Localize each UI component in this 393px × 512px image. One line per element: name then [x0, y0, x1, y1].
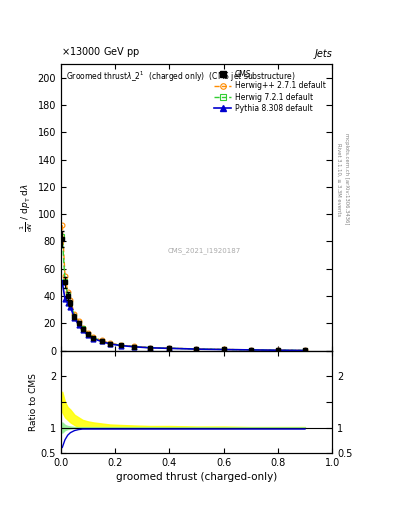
Legend: CMS, Herwig++ 2.7.1 default, Herwig 7.2.1 default, Pythia 8.308 default: CMS, Herwig++ 2.7.1 default, Herwig 7.2.… — [212, 68, 328, 115]
Text: mcplots.cern.ch [arXiv:1306.3436]: mcplots.cern.ch [arXiv:1306.3436] — [344, 134, 349, 225]
Y-axis label: Ratio to CMS: Ratio to CMS — [29, 373, 38, 431]
Y-axis label: $\frac{1}{\mathrm{d}N}$ / $\mathrm{d}p_\mathrm{T}$ $\mathrm{d}\lambda$: $\frac{1}{\mathrm{d}N}$ / $\mathrm{d}p_\… — [18, 183, 35, 232]
Text: Jets: Jets — [314, 49, 332, 59]
X-axis label: groomed thrust (charged-only): groomed thrust (charged-only) — [116, 472, 277, 482]
Text: $\times$13000 GeV pp: $\times$13000 GeV pp — [61, 45, 140, 59]
Text: CMS_2021_I1920187: CMS_2021_I1920187 — [168, 247, 241, 254]
Text: Groomed thrust$\lambda\_2^1$  (charged only)  (CMS jet substructure): Groomed thrust$\lambda\_2^1$ (charged on… — [66, 70, 296, 84]
Text: Rivet 3.1.10, ≥ 3.3M events: Rivet 3.1.10, ≥ 3.3M events — [336, 142, 341, 216]
